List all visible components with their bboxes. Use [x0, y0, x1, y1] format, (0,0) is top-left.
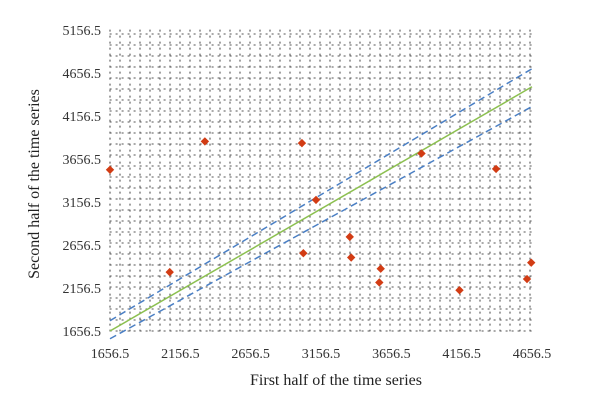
x-tick-label-6: 4656.5 [513, 347, 552, 362]
confidence-band-line-1 [109, 68, 533, 322]
data-point-0 [105, 165, 115, 174]
data-point-8 [375, 278, 384, 287]
data-point-4 [299, 249, 308, 258]
x-tick-label-2: 2656.5 [231, 347, 270, 362]
x-tick-label-3: 3156.5 [302, 347, 341, 362]
y-tick-label-1: 2156.5 [63, 282, 102, 297]
x-axis-tick-labels: 1656.5 2156.5 2656.5 3156.5 3656.5 4156.5 4656… [91, 347, 552, 362]
x-tick-label-4: 3656.5 [372, 347, 411, 362]
x-tick-label-0: 1656.5 [91, 347, 130, 362]
data-point-14 [527, 258, 536, 267]
data-point-13 [522, 274, 532, 284]
dotted-grid [109, 29, 533, 332]
x-axis-title: First half of the time series [250, 372, 422, 389]
y-tick-label-7: 5156.5 [63, 24, 102, 39]
data-point-6 [345, 232, 354, 242]
data-point-10 [417, 149, 426, 158]
y-axis-title: Second half of the time series [26, 89, 43, 279]
data-point-1 [165, 267, 174, 277]
data-point-2 [200, 137, 210, 146]
data-point-7 [346, 253, 356, 262]
y-tick-label-4: 3656.5 [63, 153, 102, 168]
x-tick-label-1: 2156.5 [161, 347, 200, 362]
data-point-3 [297, 138, 307, 148]
y-tick-label-6: 4656.5 [63, 67, 102, 82]
x-tick-label-5: 4156.5 [442, 347, 481, 362]
trend-line [109, 86, 533, 332]
y-tick-label-0: 1656.5 [63, 325, 102, 340]
data-point-12 [491, 164, 501, 174]
y-tick-label-5: 4156.5 [63, 110, 102, 125]
reference-lines [109, 68, 533, 340]
data-points [105, 137, 536, 295]
y-tick-label-2: 2656.5 [63, 239, 102, 254]
y-tick-label-3: 3156.5 [63, 196, 102, 211]
data-point-5 [311, 195, 321, 205]
data-point-11 [455, 285, 464, 295]
y-axis-tick-labels: 1656.5 2156.5 2656.5 3156.5 3656.5 4156.5 4656… [63, 24, 102, 340]
data-point-9 [376, 264, 385, 273]
confidence-band-line-2 [109, 105, 533, 340]
